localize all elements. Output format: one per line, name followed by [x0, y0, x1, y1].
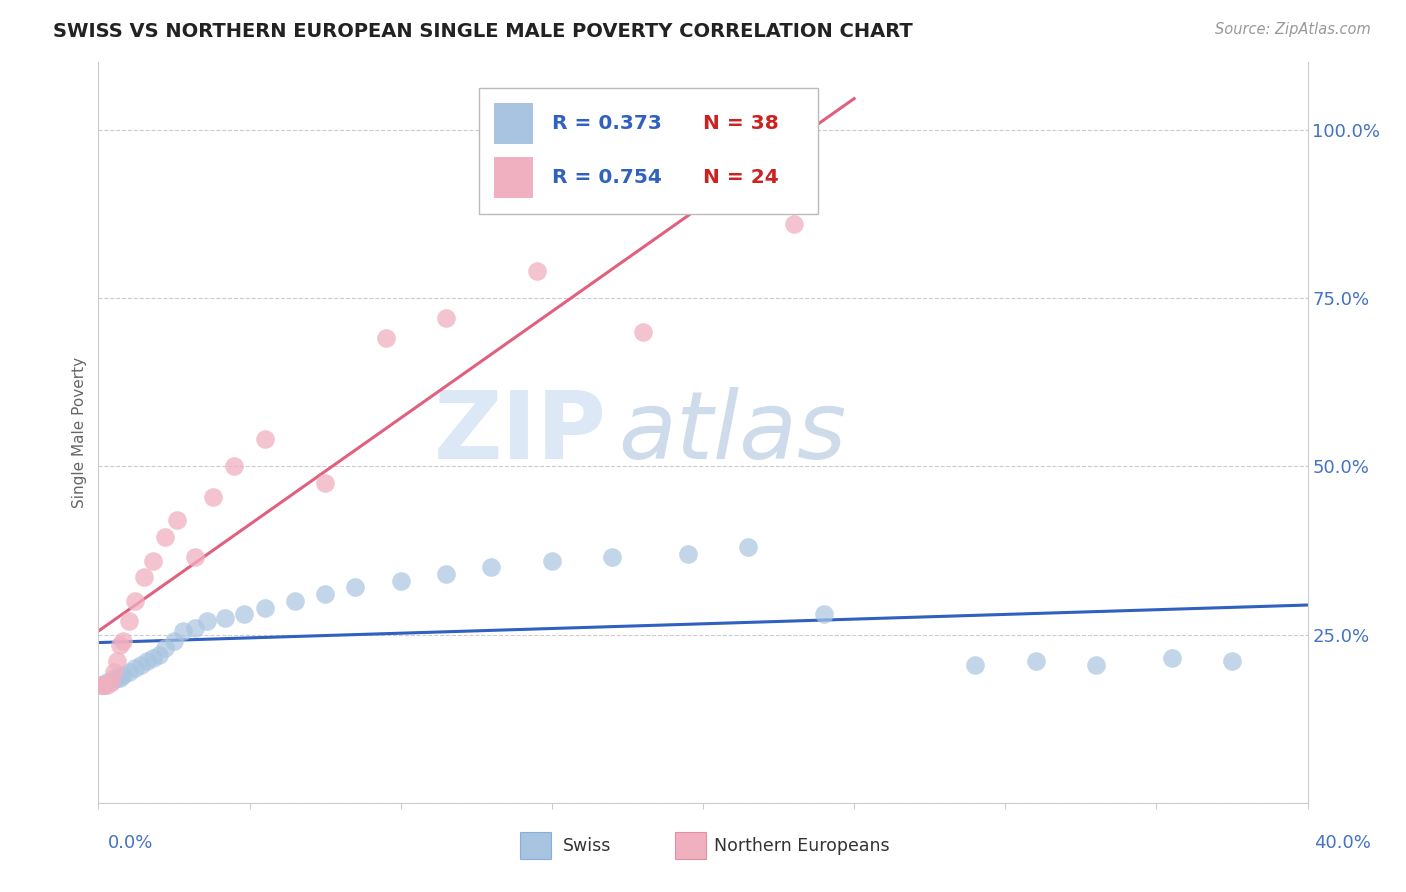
Point [224, 459, 246, 474]
Point [434, 311, 457, 326]
Text: 40.0%: 40.0% [1315, 834, 1371, 852]
Point [153, 640, 176, 655]
Point [142, 553, 165, 567]
Point [108, 638, 131, 652]
Point [148, 648, 170, 662]
Point [374, 331, 396, 345]
Point [118, 665, 141, 679]
Point [93, 678, 115, 692]
Point [100, 674, 122, 689]
Point [184, 550, 207, 565]
Point [129, 657, 152, 672]
Point [389, 574, 412, 588]
Point [118, 614, 141, 628]
Point [111, 634, 134, 648]
FancyBboxPatch shape [494, 157, 533, 198]
Point [166, 513, 188, 527]
Point [103, 665, 125, 679]
Point [284, 594, 307, 608]
Point [526, 264, 548, 278]
Text: N = 24: N = 24 [703, 168, 779, 186]
Point [96, 678, 118, 692]
Point [434, 566, 457, 581]
Point [1085, 657, 1108, 672]
Point [813, 607, 835, 622]
Point [1024, 655, 1046, 669]
Text: Northern Europeans: Northern Europeans [714, 837, 890, 855]
Point [153, 530, 176, 544]
Point [202, 490, 225, 504]
Text: Swiss: Swiss [562, 837, 610, 855]
Point [124, 661, 146, 675]
Point [965, 657, 987, 672]
Point [314, 587, 336, 601]
Point [105, 671, 128, 685]
Text: R = 0.373: R = 0.373 [551, 114, 662, 134]
Point [214, 610, 236, 624]
Point [232, 607, 254, 622]
Text: R = 0.754: R = 0.754 [551, 168, 662, 186]
FancyBboxPatch shape [494, 103, 533, 144]
Point [314, 476, 336, 491]
Point [737, 540, 759, 554]
Y-axis label: Single Male Poverty: Single Male Poverty [72, 357, 87, 508]
Point [108, 671, 131, 685]
Point [103, 671, 125, 685]
Text: SWISS VS NORTHERN EUROPEAN SINGLE MALE POVERTY CORRELATION CHART: SWISS VS NORTHERN EUROPEAN SINGLE MALE P… [53, 22, 912, 41]
Point [93, 678, 115, 692]
Text: Source: ZipAtlas.com: Source: ZipAtlas.com [1215, 22, 1371, 37]
Point [90, 678, 112, 692]
Point [184, 621, 207, 635]
Point [481, 560, 503, 574]
Point [132, 570, 155, 584]
Point [1220, 655, 1243, 669]
Point [105, 655, 128, 669]
Point [1160, 651, 1182, 665]
Point [631, 325, 654, 339]
Point [163, 634, 186, 648]
Text: ZIP: ZIP [433, 386, 606, 479]
Point [96, 674, 118, 689]
Point [124, 594, 146, 608]
Point [142, 651, 165, 665]
Point [676, 547, 699, 561]
Point [253, 600, 276, 615]
Point [195, 614, 218, 628]
Point [135, 655, 157, 669]
FancyBboxPatch shape [479, 88, 818, 214]
Text: 0.0%: 0.0% [108, 834, 153, 852]
Point [540, 553, 562, 567]
Point [90, 678, 112, 692]
Point [111, 668, 134, 682]
Text: atlas: atlas [619, 387, 846, 478]
Point [602, 550, 624, 565]
Point [253, 433, 276, 447]
Text: N = 38: N = 38 [703, 114, 779, 134]
Point [783, 217, 806, 231]
Point [172, 624, 194, 639]
Point [100, 674, 122, 689]
Point [344, 581, 367, 595]
